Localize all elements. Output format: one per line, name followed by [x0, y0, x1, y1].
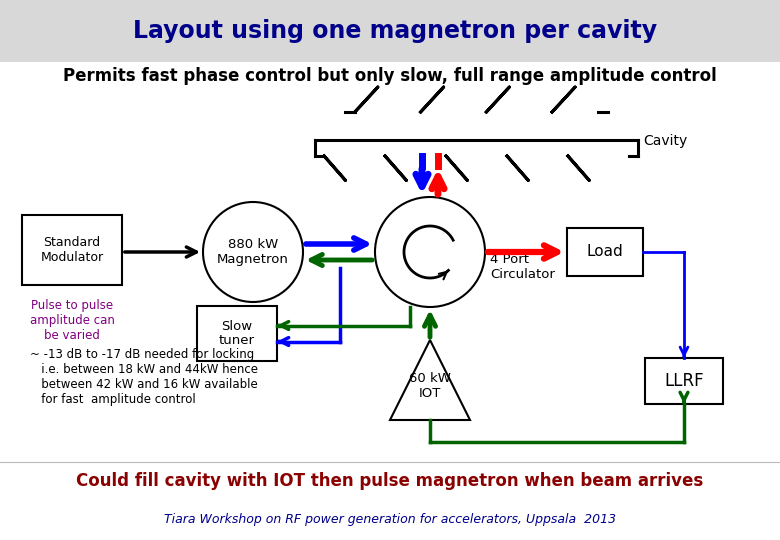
Text: Tiara Workshop on RF power generation for accelerators, Uppsala  2013: Tiara Workshop on RF power generation fo… [164, 514, 616, 526]
Text: Could fill cavity with IOT then pulse magnetron when beam arrives: Could fill cavity with IOT then pulse ma… [76, 472, 704, 490]
Text: Slow
tuner: Slow tuner [219, 320, 255, 348]
Text: ~ -13 dB to -17 dB needed for locking
   i.e. between 18 kW and 44kW hence
   be: ~ -13 dB to -17 dB needed for locking i.… [30, 348, 258, 406]
Text: Cavity: Cavity [643, 134, 687, 148]
Text: 60 kW
IOT: 60 kW IOT [409, 373, 451, 400]
Text: Layout using one magnetron per cavity: Layout using one magnetron per cavity [133, 19, 657, 43]
Text: 880 kW
Magnetron: 880 kW Magnetron [217, 238, 289, 266]
Bar [0, 0, 780, 62]
Bar [645, 358, 723, 404]
Circle shape [203, 202, 303, 302]
Polygon shape [390, 340, 470, 420]
Text: Permits fast phase control but only slow, full range amplitude control: Permits fast phase control but only slow… [63, 67, 717, 85]
Text: Standard
Modulator: Standard Modulator [41, 236, 104, 264]
Bar [22, 215, 122, 285]
Bar [197, 306, 277, 361]
Text: 4 Port
Circulator: 4 Port Circulator [490, 253, 555, 281]
Text: LLRF: LLRF [665, 372, 704, 390]
Circle shape [375, 197, 485, 307]
Text: Pulse to pulse
amplitude can
be varied: Pulse to pulse amplitude can be varied [30, 299, 115, 342]
Bar [567, 228, 643, 276]
Text: Load: Load [587, 245, 623, 260]
